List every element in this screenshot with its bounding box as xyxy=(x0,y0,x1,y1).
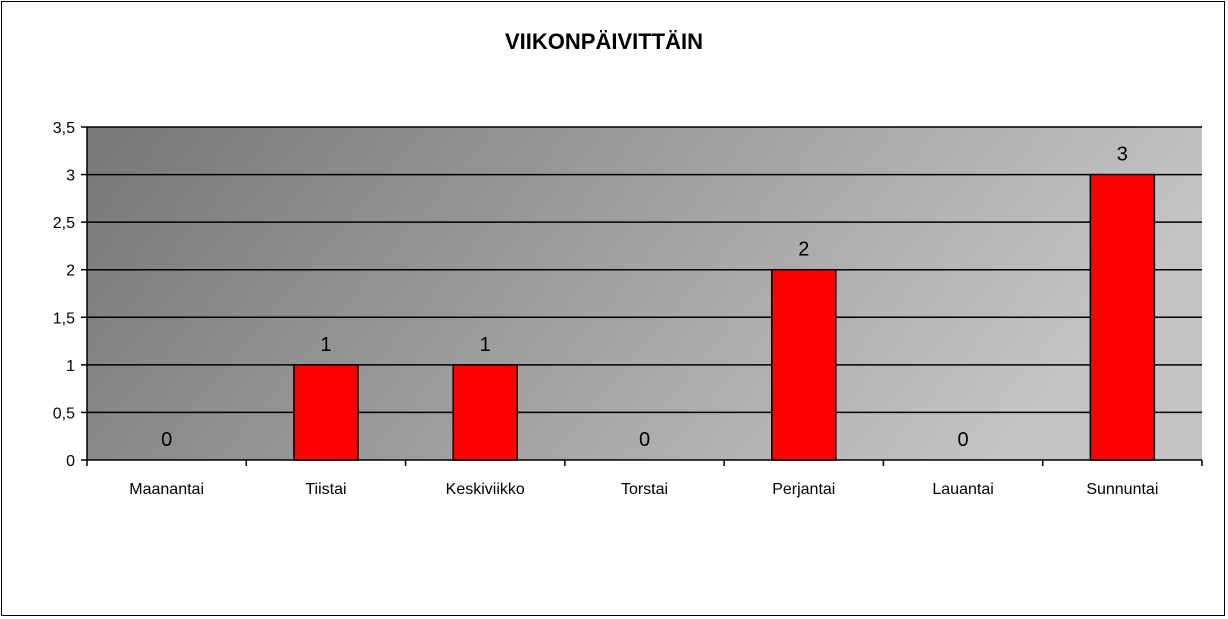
bar-perjantai xyxy=(771,268,837,461)
y-tick-label: 0 xyxy=(66,453,75,470)
data-labels: 0 1 1 0 2 0 3 xyxy=(161,144,1128,451)
y-tick-label: 3 xyxy=(66,168,75,185)
y-tick-labels: 0 0,5 1 1,5 2 2,5 3 3,5 xyxy=(53,120,75,470)
data-label: 1 xyxy=(480,334,491,356)
x-category-label: Lauantai xyxy=(932,481,993,498)
y-tick-label: 3,5 xyxy=(53,120,75,137)
axes xyxy=(81,126,1203,466)
gridlines xyxy=(87,126,1202,414)
data-label: 3 xyxy=(1117,144,1128,166)
bar-sunnuntai xyxy=(1089,173,1156,461)
data-label: 0 xyxy=(958,429,969,451)
chart-title: VIIKONPÄIVITTÄIN xyxy=(505,29,703,54)
y-tick-label: 0,5 xyxy=(53,405,75,422)
bar-tiistai xyxy=(293,364,359,461)
x-category-labels: Maanantai Tiistai Keskiviikko Torstai Perjan… xyxy=(129,481,1158,498)
x-category-label: Maanantai xyxy=(129,481,204,498)
x-category-label: Tiistai xyxy=(305,481,346,498)
bar-keskiviikko xyxy=(452,364,518,461)
data-label: 0 xyxy=(161,429,172,451)
x-category-label: Sunnuntai xyxy=(1086,481,1158,498)
x-category-label: Torstai xyxy=(621,481,668,498)
bars xyxy=(293,173,1156,461)
data-label: 0 xyxy=(639,429,650,451)
plot-area xyxy=(87,127,1202,460)
data-label: 2 xyxy=(798,239,809,261)
y-tick-label: 2 xyxy=(66,263,75,280)
x-category-label: Perjantai xyxy=(772,481,835,498)
y-tick-label: 1 xyxy=(66,358,75,375)
y-tick-label: 1,5 xyxy=(53,310,75,327)
x-category-label: Keskiviikko xyxy=(446,481,525,498)
data-label: 1 xyxy=(320,334,331,356)
y-tick-label: 2,5 xyxy=(53,215,75,232)
